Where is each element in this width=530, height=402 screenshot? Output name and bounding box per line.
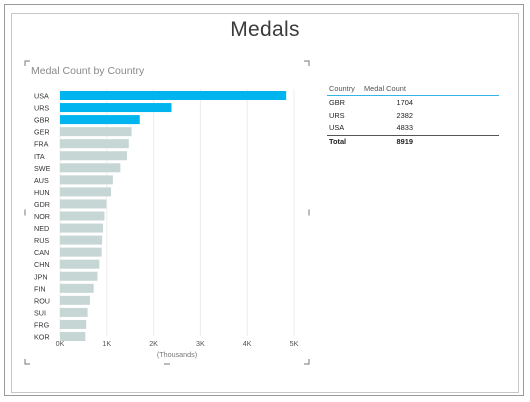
x-axis-label: (Thousands)	[157, 350, 197, 359]
category-label: SUI	[34, 308, 46, 317]
resize-corner	[24, 60, 30, 66]
chart-category-labels: USA URS GBR GER FRA ITA SWE AUS HUN GDR NOR NED RUS C…	[34, 92, 51, 342]
header-medal-count[interactable]: Medal Count	[364, 84, 406, 93]
category-label: URS	[34, 104, 49, 113]
row-country: USA	[329, 123, 345, 132]
resize-corner	[304, 359, 310, 365]
bar-chn[interactable]	[60, 259, 100, 269]
bar-gdr[interactable]	[60, 199, 107, 209]
row-count: 1704	[396, 98, 413, 107]
category-label: GBR	[34, 116, 50, 125]
category-label: NOR	[34, 212, 50, 221]
bar-rus[interactable]	[60, 235, 103, 245]
resize-corner	[24, 359, 30, 365]
table-header: Country Medal Count	[327, 84, 499, 96]
total-label: Total	[329, 136, 347, 146]
header-country[interactable]: Country	[329, 84, 355, 93]
category-label: CHN	[34, 260, 50, 269]
bar-usa[interactable]	[60, 91, 287, 100]
page-title: Medals	[230, 18, 300, 41]
category-label: NED	[34, 224, 49, 233]
row-count: 2382	[396, 110, 413, 120]
chart-x-ticks: 0K 1K 2K 3K 4K 5K	[56, 339, 299, 348]
bar-ita[interactable]	[60, 151, 127, 161]
table-row[interactable]: USA 4833	[327, 122, 499, 135]
total-value: 8919	[396, 136, 413, 146]
category-label: FIN	[34, 284, 46, 293]
category-label: FRG	[34, 320, 50, 329]
category-label: GDR	[34, 200, 50, 209]
bar-hun[interactable]	[60, 187, 112, 197]
bar-aus[interactable]	[60, 175, 113, 185]
x-tick-label: 1K	[102, 339, 111, 348]
category-label: ITA	[34, 152, 45, 161]
row-country: GBR	[329, 98, 346, 107]
bar-fra[interactable]	[60, 139, 129, 149]
table-row[interactable]: URS 2382	[327, 110, 499, 123]
table-row[interactable]: GBR 1704	[327, 97, 499, 110]
bar-jpn[interactable]	[60, 271, 98, 281]
category-label: HUN	[34, 188, 50, 197]
bar-urs[interactable]	[60, 103, 172, 113]
table-total-row: Total 8919	[327, 134, 499, 149]
bar-kor[interactable]	[60, 332, 86, 341]
bar-swe[interactable]	[60, 163, 121, 173]
row-count: 4833	[396, 123, 413, 132]
chart-bars[interactable]	[60, 91, 287, 341]
bar-ger[interactable]	[60, 127, 132, 137]
x-tick-label: 4K	[243, 339, 252, 348]
bar-rou[interactable]	[60, 295, 90, 305]
category-label: CAN	[34, 248, 49, 257]
bar-gbr[interactable]	[60, 115, 140, 125]
x-tick-label: 2K	[149, 339, 158, 348]
category-label: AUS	[34, 176, 49, 185]
category-label: SWE	[34, 164, 51, 173]
resize-corner	[304, 60, 310, 66]
category-label: KOR	[34, 333, 50, 342]
x-tick-label: 5K	[290, 339, 299, 348]
bar-sui[interactable]	[60, 307, 88, 317]
chart-selection-handles	[24, 60, 310, 365]
category-label: JPN	[34, 272, 48, 281]
category-label: ROU	[34, 296, 50, 305]
category-label: FRA	[34, 140, 49, 149]
category-label: USA	[34, 92, 49, 101]
category-label: GER	[34, 128, 50, 137]
category-label: RUS	[34, 236, 49, 245]
report-page	[11, 13, 519, 393]
medal-table[interactable]: Country Medal Count GBR 1704 URS 2382 US…	[327, 84, 499, 148]
x-tick-label: 3K	[196, 339, 205, 348]
bar-can[interactable]	[60, 247, 102, 257]
row-country: URS	[329, 110, 345, 120]
chart-title: Medal Count by Country	[31, 65, 145, 77]
bar-ned[interactable]	[60, 223, 104, 233]
bar-frg[interactable]	[60, 319, 87, 329]
x-tick-label: 0K	[56, 339, 65, 348]
bar-nor[interactable]	[60, 211, 105, 221]
bar-fin[interactable]	[60, 283, 94, 293]
